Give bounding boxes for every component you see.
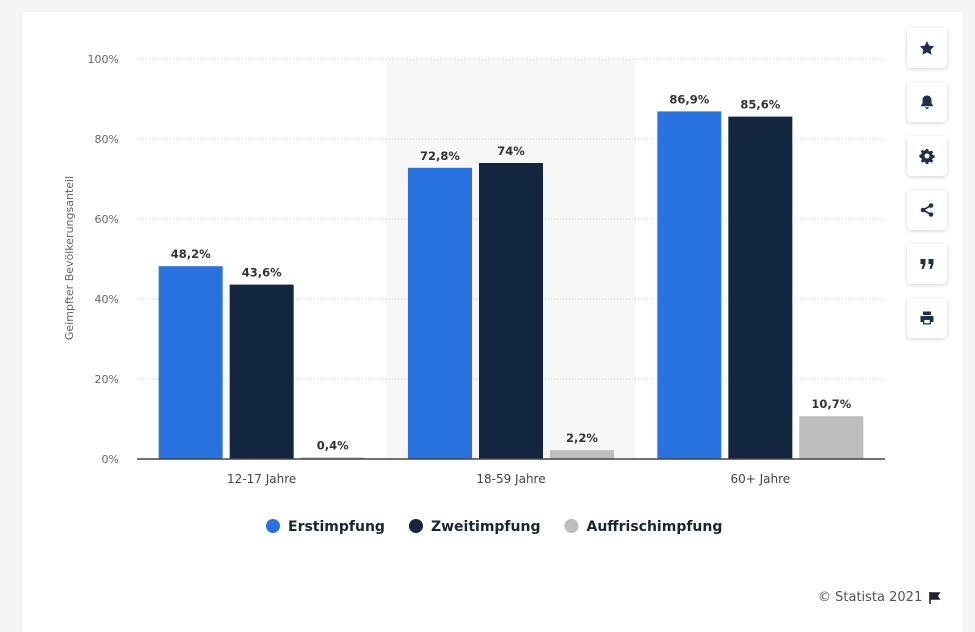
share-button[interactable] [907,190,947,230]
data-label: 43,6% [242,266,282,280]
print-button[interactable] [907,298,947,338]
favorite-button[interactable] [907,28,947,68]
y-ticks: 0% 20% 40% 60% 80% 100% [88,53,119,466]
toolbar [907,28,947,352]
bar[interactable] [408,167,472,460]
x-tick-label: 12-17 Jahre [227,472,296,486]
legend-marker[interactable] [408,519,423,533]
legend: Erstimpfung Zweitimpfung Auffrischimpfung [266,519,722,535]
x-ticks: 12-17 Jahre 18-59 Jahre 60+ Jahre [227,472,790,486]
bar[interactable] [158,266,223,459]
data-label: 86,9% [669,92,709,106]
print-icon [920,311,934,325]
data-label: 85,6% [740,98,780,112]
star-icon [919,41,935,55]
share-icon [920,203,934,217]
notification-button[interactable] [907,82,947,122]
chart-svg: 0% 20% 40% 60% 80% 100% 48,2% 43,6% 0,4% 72,8% 74… [63,53,885,535]
y-tick-label: 0% [102,453,119,466]
bar[interactable] [657,111,722,460]
bar[interactable] [229,284,294,459]
legend-marker[interactable] [266,519,280,533]
data-label: 2,2% [566,431,598,445]
flag-icon [929,591,941,604]
settings-button[interactable] [907,136,947,176]
bar[interactable] [550,450,614,459]
y-tick-label: 40% [95,293,119,306]
legend-label[interactable]: Auffrischimpfung [586,519,722,535]
data-labels: 48,2% 43,6% 0,4% 72,8% 74% 2,2% 86,9% 85,6% 10,7… [171,92,852,452]
data-label: 48,2% [171,247,211,261]
bar[interactable] [479,163,543,459]
bars [158,111,864,460]
x-tick-label: 18-59 Jahre [476,472,545,486]
data-label: 72,8% [420,149,460,163]
cite-button[interactable] [907,244,947,284]
y-tick-label: 60% [95,213,119,226]
y-tick-label: 20% [95,373,119,386]
bell-icon [921,95,933,109]
bar[interactable] [300,457,365,459]
y-tick-label: 100% [88,53,119,66]
legend-marker[interactable] [564,519,579,533]
x-tick-label: 60+ Jahre [730,472,790,486]
y-axis-title: Geimpfter Bevölkerungsanteil [63,176,76,340]
quote-icon [920,259,934,269]
credit-text: © Statista 2021 [818,590,923,605]
data-label: 10,7% [811,397,851,411]
data-label: 0,4% [317,438,349,452]
data-label: 74% [497,144,525,158]
legend-label[interactable]: Erstimpfung [288,519,385,535]
credit[interactable]: © Statista 2021 [818,590,942,605]
bar[interactable] [799,416,864,459]
legend-label[interactable]: Zweitimpfung [431,519,541,535]
gear-icon [919,149,935,164]
y-tick-label: 80% [95,133,119,146]
bar[interactable] [728,116,793,459]
